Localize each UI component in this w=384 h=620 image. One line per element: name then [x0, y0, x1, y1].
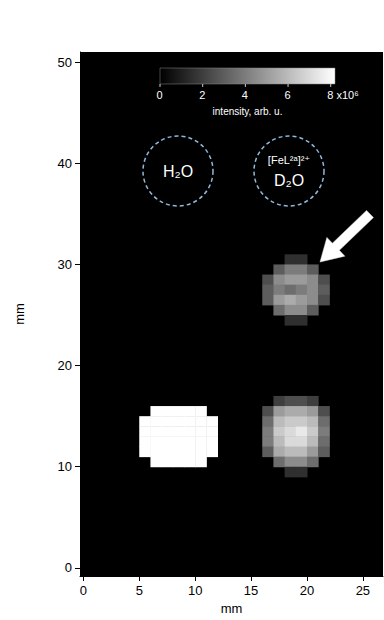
svg-text:10: 10	[58, 459, 72, 474]
svg-text:10: 10	[188, 583, 202, 598]
svg-text:20: 20	[58, 358, 72, 373]
svg-text:20: 20	[300, 583, 314, 598]
svg-text:mm: mm	[12, 303, 27, 325]
svg-text:40: 40	[58, 156, 72, 171]
svg-text:25: 25	[356, 583, 370, 598]
svg-text:50: 50	[58, 55, 72, 70]
svg-text:2: 2	[199, 89, 205, 101]
svg-text:0: 0	[80, 583, 87, 598]
svg-text:D₂O: D₂O	[274, 172, 304, 189]
svg-text:H₂O: H₂O	[163, 163, 193, 180]
svg-text:6: 6	[285, 89, 291, 101]
svg-text:[FeL²ᵃ]²⁺: [FeL²ᵃ]²⁺	[268, 154, 310, 166]
svg-text:8 x10⁶: 8 x10⁶	[327, 89, 358, 101]
svg-text:30: 30	[58, 257, 72, 272]
svg-text:5: 5	[136, 583, 143, 598]
svg-text:4: 4	[242, 89, 248, 101]
svg-text:15: 15	[244, 583, 258, 598]
svg-text:0: 0	[157, 89, 163, 101]
svg-text:0: 0	[65, 560, 72, 575]
svg-text:mm: mm	[221, 601, 243, 616]
svg-text:intensity, arb. u.: intensity, arb. u.	[213, 106, 283, 117]
